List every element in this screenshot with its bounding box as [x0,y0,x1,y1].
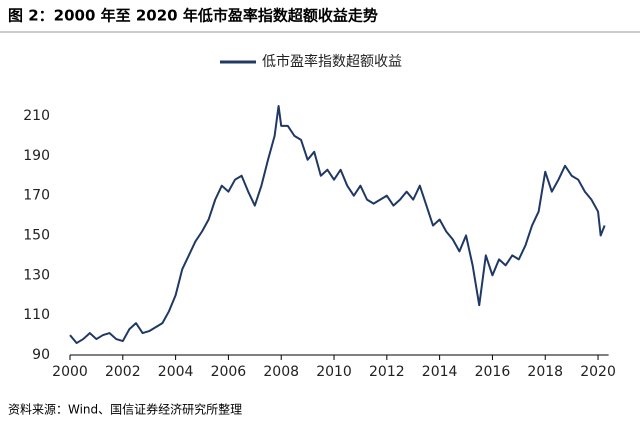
x-tick-label: 2020 [580,364,616,380]
y-tick-label: 90 [32,347,50,363]
x-tick-label: 2016 [475,364,511,380]
x-tick-label: 2018 [527,364,563,380]
legend-label: 低市盈率指数超额收益 [262,53,402,70]
chart-title: 图 2：2000 年至 2020 年低市盈率指数超额收益走势 [8,7,378,25]
x-tick-label: 2008 [263,364,299,380]
data-line [69,105,606,345]
y-tick-label: 190 [23,148,50,164]
x-tick-label: 2012 [369,364,405,380]
x-tick-label: 2000 [52,364,88,380]
source-note: 资料来源：Wind、国信证券经济研究所整理 [8,402,242,417]
x-tick-label: 2014 [422,364,458,380]
y-tick-label: 150 [23,227,50,243]
y-tick-label: 110 [23,307,50,323]
y-tick-label: 130 [23,267,50,283]
x-tick-label: 2006 [211,364,247,380]
y-tick-label: 170 [23,188,50,204]
y-tick-label: 210 [23,108,50,124]
x-tick-label: 2004 [158,364,194,380]
x-tick-label: 2010 [316,364,352,380]
x-tick-label: 2002 [105,364,141,380]
